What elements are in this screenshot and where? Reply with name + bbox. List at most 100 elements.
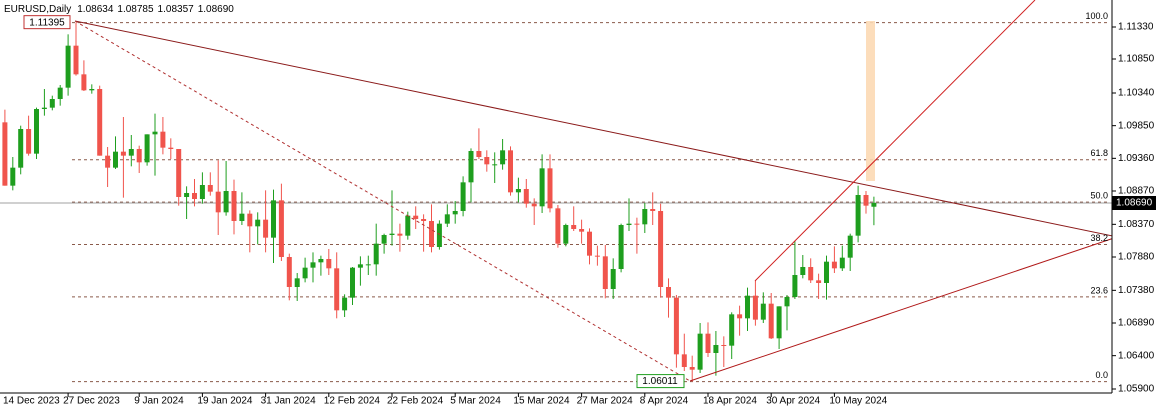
candle-body bbox=[247, 213, 253, 227]
drawings bbox=[74, 0, 1112, 382]
quote: 1.08357 bbox=[158, 4, 195, 15]
candle-body bbox=[405, 215, 411, 236]
candle-body bbox=[263, 219, 269, 238]
highlight-zone bbox=[866, 21, 875, 181]
fib-label: 0.0 bbox=[1095, 370, 1108, 380]
candle-body bbox=[452, 211, 458, 215]
x-tick-label: 15 Mar 2024 bbox=[513, 396, 570, 407]
candle-body bbox=[26, 129, 32, 154]
x-tick-label: 27 Dec 2023 bbox=[63, 396, 120, 407]
candle-body bbox=[737, 314, 743, 319]
current-price-box bbox=[1112, 196, 1156, 210]
candle-body bbox=[602, 256, 608, 289]
candle-body bbox=[120, 151, 126, 156]
chart-header: EURUSD,Daily 1.08634 1.08785 1.08357 1.08690 bbox=[4, 4, 234, 15]
candle-body bbox=[373, 243, 379, 265]
candle-body bbox=[721, 345, 727, 346]
candle-body bbox=[278, 200, 284, 257]
candle-body bbox=[697, 333, 703, 370]
x-tick-label: 14 Dec 2023 bbox=[3, 396, 60, 407]
candle-body bbox=[73, 45, 79, 75]
y-tick-label: 1.10850 bbox=[1118, 54, 1155, 65]
candle-body bbox=[436, 223, 442, 247]
candle-body bbox=[207, 185, 213, 192]
candle-body bbox=[855, 195, 861, 236]
candle-body bbox=[318, 259, 324, 263]
quote: 1.08785 bbox=[117, 4, 154, 15]
candle-body bbox=[800, 267, 806, 275]
candle-body bbox=[81, 74, 87, 91]
candle-body bbox=[634, 223, 640, 225]
x-tick-label: 19 Jan 2024 bbox=[197, 396, 252, 407]
candle-body bbox=[484, 157, 490, 165]
candle-body bbox=[357, 264, 363, 268]
candle-body bbox=[286, 257, 292, 287]
y-tick-label: 1.07380 bbox=[1118, 285, 1155, 296]
candle-body bbox=[745, 295, 750, 319]
candle-body bbox=[515, 189, 521, 193]
x-tick-label: 10 May 2024 bbox=[829, 396, 887, 407]
trendline bbox=[74, 20, 1112, 237]
candle-body bbox=[144, 134, 150, 163]
quote: 1.08634 bbox=[77, 4, 114, 15]
candle-body bbox=[105, 155, 111, 168]
x-tick-label: 18 Apr 2024 bbox=[703, 396, 757, 407]
candle-body bbox=[350, 267, 355, 298]
candle-body bbox=[413, 215, 419, 219]
candle-body bbox=[255, 219, 261, 227]
candle-body bbox=[34, 109, 39, 154]
candle-body bbox=[444, 214, 450, 224]
channel-line bbox=[754, 0, 1036, 282]
candle-body bbox=[831, 261, 837, 269]
candle-body bbox=[871, 203, 877, 207]
y-tick-label: 1.09360 bbox=[1118, 153, 1155, 164]
candle-body bbox=[136, 149, 142, 163]
y-tick-label: 1.09850 bbox=[1118, 120, 1155, 131]
candle-body bbox=[555, 208, 561, 244]
candle-body bbox=[152, 131, 158, 135]
candle-body bbox=[587, 231, 592, 256]
x-tick-label: 8 Apr 2024 bbox=[640, 396, 689, 407]
candle-body bbox=[310, 262, 316, 268]
candle-body bbox=[673, 297, 679, 355]
candle-body bbox=[547, 168, 553, 209]
candle-body bbox=[808, 267, 814, 281]
quote: 1.08690 bbox=[198, 4, 235, 15]
candle-body bbox=[500, 150, 506, 165]
candle-body bbox=[294, 278, 300, 287]
candle-body bbox=[824, 261, 829, 283]
low-label-box bbox=[636, 374, 685, 389]
candle-body bbox=[365, 264, 371, 266]
candle-body bbox=[626, 223, 632, 225]
candle-body bbox=[97, 89, 103, 156]
candle-body bbox=[168, 147, 174, 149]
y-tick-label: 1.10340 bbox=[1118, 88, 1155, 99]
fib-label: 100.0 bbox=[1085, 11, 1108, 21]
candle-body bbox=[768, 303, 774, 339]
candle-body bbox=[752, 295, 758, 320]
y-tick-label: 1.11330 bbox=[1118, 22, 1154, 33]
low-label: 1.06011 bbox=[642, 376, 678, 387]
fib-label: 38.2 bbox=[1090, 233, 1108, 243]
symbol: EURUSD,Daily bbox=[4, 4, 71, 15]
candle-body bbox=[192, 193, 197, 199]
candle-body bbox=[713, 345, 719, 353]
high-label: 1.11395 bbox=[29, 17, 65, 28]
candle-body bbox=[302, 267, 308, 279]
candle-body bbox=[618, 225, 624, 269]
candle-body bbox=[705, 333, 711, 353]
support-line bbox=[689, 238, 1112, 382]
candle-body bbox=[523, 189, 529, 204]
candle-body bbox=[681, 354, 687, 367]
candle-body bbox=[421, 219, 427, 221]
candle-body bbox=[666, 287, 671, 298]
candle-body bbox=[492, 164, 498, 166]
candle-body bbox=[231, 191, 237, 221]
y-tick-label: 1.08370 bbox=[1118, 219, 1155, 230]
candle-body bbox=[460, 182, 466, 211]
candle-body bbox=[847, 235, 853, 258]
candle-body bbox=[839, 257, 845, 269]
candle-body bbox=[476, 151, 482, 157]
